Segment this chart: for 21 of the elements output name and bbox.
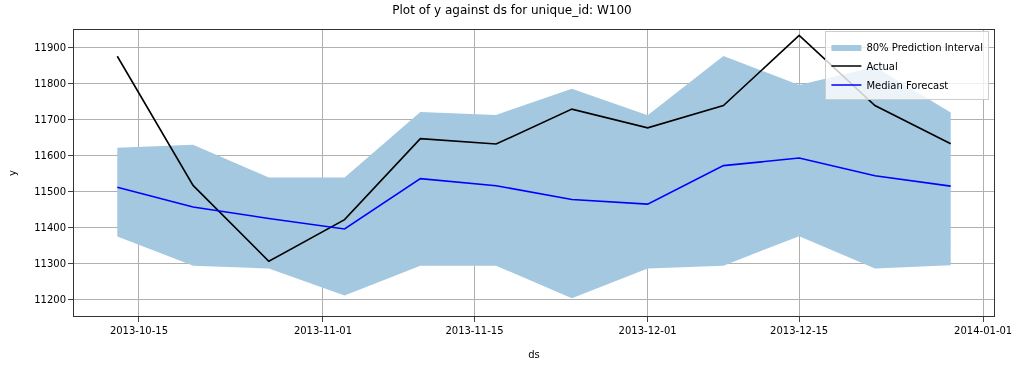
y-tick-label: 11900 xyxy=(34,42,66,54)
chart-title: Plot of y against ds for unique_id: W100 xyxy=(392,2,632,17)
y-tick-label: 11600 xyxy=(34,150,66,162)
y-tick-label: 11800 xyxy=(34,78,66,90)
line-series xyxy=(116,157,952,230)
x-tick-label: 2013-12-15 xyxy=(770,325,829,336)
x-tick-label: 2013-10-15 xyxy=(109,325,168,336)
legend-label: Median Forecast xyxy=(866,79,949,91)
x-tick-label: 2013-12-01 xyxy=(618,325,677,336)
y-tick-label: 11500 xyxy=(34,186,66,198)
x-axis-title: ds xyxy=(528,348,540,360)
y-tick-label: 11400 xyxy=(34,222,66,234)
y-axis-title: y xyxy=(7,169,19,176)
legend-label: Actual xyxy=(866,60,898,72)
y-tick-label: 11300 xyxy=(34,258,66,270)
y-tick-label: 11700 xyxy=(34,114,66,126)
x-tick-label: 2014-01-01 xyxy=(954,325,1013,336)
x-tick-label: 2013-11-15 xyxy=(445,325,504,336)
legend-label: 80% Prediction Interval xyxy=(866,41,983,53)
x-tick-label: 2013-11-01 xyxy=(293,325,352,336)
y-tick-label: 11200 xyxy=(34,294,66,306)
